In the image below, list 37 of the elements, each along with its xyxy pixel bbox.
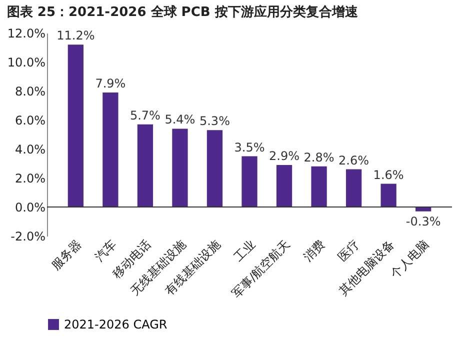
bar bbox=[276, 164, 292, 207]
legend-label: 2021-2026 CAGR bbox=[64, 318, 168, 332]
y-tick-label: 10.0% bbox=[7, 56, 46, 70]
chart-title: 图表 25：2021-2026 全球 PCB 按下游应用分类复合增速 bbox=[6, 4, 359, 20]
bar bbox=[242, 156, 258, 207]
y-tick-label: 2.0% bbox=[15, 172, 46, 186]
data-label: 5.7% bbox=[130, 108, 160, 122]
data-label: 3.5% bbox=[234, 140, 265, 154]
data-label: 7.9% bbox=[95, 76, 126, 90]
y-tick-label: 12.0% bbox=[7, 26, 46, 40]
data-label: 5.3% bbox=[199, 114, 230, 128]
bar bbox=[102, 92, 118, 207]
x-tick-label: 医疗 bbox=[335, 237, 362, 264]
data-label: 2.8% bbox=[304, 150, 334, 164]
y-tick-label: 4.0% bbox=[15, 142, 46, 156]
x-tick-label: 消费 bbox=[300, 237, 328, 264]
y-tick-label: -2.0% bbox=[10, 230, 46, 244]
y-tick-label: 8.0% bbox=[15, 84, 46, 98]
bar bbox=[380, 184, 396, 207]
data-label: -0.3% bbox=[406, 214, 441, 228]
bar bbox=[346, 169, 362, 207]
bar bbox=[172, 128, 188, 207]
y-tick-label: 6.0% bbox=[15, 114, 46, 128]
x-tick-label: 工业 bbox=[231, 237, 258, 264]
x-tick-label: 汽车 bbox=[92, 237, 119, 264]
data-label: 2.9% bbox=[269, 148, 300, 163]
data-label: 5.4% bbox=[164, 112, 196, 127]
y-tick-label: 0.0% bbox=[15, 200, 46, 214]
x-tick-label: 服务器 bbox=[48, 237, 84, 272]
bar bbox=[137, 124, 154, 207]
bar bbox=[416, 207, 432, 212]
bar bbox=[68, 44, 84, 207]
data-label: 11.2% bbox=[56, 28, 95, 43]
data-label: 2.6% bbox=[338, 153, 370, 168]
bar bbox=[206, 130, 223, 207]
data-label: 1.6% bbox=[373, 168, 404, 182]
bar bbox=[311, 166, 327, 207]
